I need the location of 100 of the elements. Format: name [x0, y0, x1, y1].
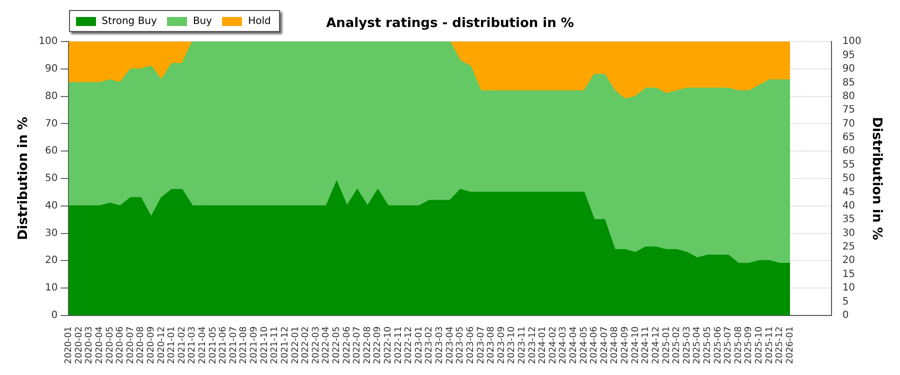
y-tick-label: 80	[44, 90, 58, 102]
y2-tick-label: 50	[842, 173, 856, 184]
x-tick-label: 2023-08	[486, 326, 497, 364]
y-tick-label: 60	[44, 146, 58, 157]
x-tick-label: 2020-08	[136, 326, 146, 364]
y-tick-label: 100	[38, 36, 58, 48]
x-tick-label: 2025-01	[662, 326, 672, 364]
x-tick-label: 2020-01	[64, 326, 74, 364]
y2-tick-label: 90	[842, 64, 856, 75]
x-tick-label: 2021-08	[239, 326, 250, 364]
x-tick-label: 2022-05	[332, 326, 342, 364]
y2-tick-label: 60	[842, 146, 856, 157]
y2-tick-label: 35	[842, 214, 856, 226]
x-tick-label: 2022-04	[322, 326, 332, 364]
y2-tick-label: 80	[842, 90, 856, 102]
y-tick-label: 70	[44, 118, 58, 130]
y2-tick-label: 85	[842, 77, 856, 88]
y2-tick-label: 30	[842, 228, 856, 239]
x-tick-label: 2021-06	[218, 326, 229, 364]
x-tick-label: 2025-12	[775, 326, 786, 364]
legend-label: Strong Buy	[102, 16, 157, 26]
x-tick-label: 2023-10	[507, 326, 518, 364]
x-tick-label: 2025-04	[692, 326, 703, 364]
x-tick-label: 2022-11	[394, 326, 404, 364]
x-tick-label: 2025-03	[682, 326, 692, 364]
x-tick-label: 2024-09	[620, 326, 631, 364]
x-tick-label: 2021-09	[250, 326, 260, 364]
x-tick-label: 2025-08	[734, 326, 744, 364]
y2-tick-label: 45	[842, 186, 856, 198]
y2-tick-label: 25	[842, 242, 856, 253]
y-tick-label: 10	[44, 282, 58, 294]
y-tick-label: 40	[44, 200, 58, 212]
x-tick-label: 2024-04	[569, 326, 580, 364]
x-tick-label: 2023-02	[424, 326, 435, 364]
x-tick-label: 2022-01	[290, 326, 301, 364]
x-tick-label: 2020-12	[156, 326, 167, 364]
x-tick-label: 2021-02	[177, 326, 188, 364]
x-tick-label: 2025-02	[672, 326, 682, 364]
x-tick-label: 2020-09	[146, 326, 156, 364]
x-tick-label: 2024-10	[630, 326, 641, 364]
x-tick-label: 2024-01	[538, 326, 548, 364]
y2-tick-label: 10	[842, 282, 856, 294]
x-tick-label: 2025-07	[724, 326, 734, 364]
x-tick-label: 2024-06	[590, 326, 600, 364]
y2-tick-label: 65	[842, 132, 856, 144]
y2-tick-label: 75	[842, 104, 856, 116]
x-tick-label: 2024-03	[558, 326, 569, 364]
y2-tick-label: 95	[842, 50, 856, 61]
x-tick-label: 2022-02	[301, 326, 312, 364]
y2-tick-label: 70	[842, 118, 856, 130]
x-tick-label: 2021-03	[188, 326, 198, 364]
x-tick-label: 2021-01	[167, 326, 178, 364]
x-tick-label: 2023-09	[496, 326, 507, 364]
y2-tick-label: 40	[842, 200, 856, 212]
legend-label: Hold	[248, 16, 271, 26]
y2-tick-label: 100	[842, 36, 862, 48]
x-tick-label: 2025-11	[764, 326, 775, 364]
x-tick-label: 2021-11	[270, 326, 280, 364]
x-tick-label: 2022-06	[342, 326, 352, 364]
x-tick-label: 2020-05	[105, 326, 116, 364]
legend-label: Buy	[192, 16, 212, 26]
chart-title: Analyst ratings - distribution in %	[326, 16, 574, 32]
x-tick-label: 2021-05	[208, 326, 218, 364]
x-tick-label: 2021-07	[228, 326, 239, 364]
x-tick-label: 2020-06	[116, 326, 126, 364]
x-tick-label: 2021-04	[198, 326, 208, 364]
x-tick-label: 2024-08	[610, 326, 620, 364]
x-tick-label: 2023-05	[456, 326, 466, 364]
y2-tick-label: 55	[842, 159, 856, 170]
x-tick-label: 2023-06	[466, 326, 476, 364]
x-tick-label: 2023-01	[414, 326, 424, 364]
x-tick-label: 2024-12	[651, 326, 662, 364]
x-tick-label: 2020-04	[94, 326, 105, 364]
x-tick-label: 2024-02	[548, 326, 558, 364]
x-tick-label: 2022-07	[352, 326, 363, 364]
y2-tick-label: 20	[842, 255, 856, 266]
y2-axis-title: Distribution in %	[868, 116, 884, 240]
x-tick-label: 2022-03	[311, 326, 322, 364]
y-tick-label: 90	[44, 64, 58, 75]
y-tick-label: 0	[51, 310, 58, 321]
x-tick-label: 2026-01	[785, 326, 796, 364]
x-tick-label: 2020-02	[74, 326, 84, 364]
x-tick-label: 2023-12	[528, 326, 538, 364]
y-tick-label: 30	[44, 228, 58, 239]
x-tick-label: 2022-10	[384, 326, 394, 364]
x-tick-label: 2021-10	[260, 326, 270, 364]
x-tick-label: 2024-11	[641, 326, 652, 364]
y-axis-title: Distribution in %	[16, 116, 32, 240]
y2-tick-label: 5	[842, 296, 849, 308]
y-tick-label: 50	[44, 173, 58, 184]
x-tick-label: 2025-05	[702, 326, 713, 364]
x-tick-label: 2023-11	[517, 326, 528, 364]
x-tick-label: 2023-03	[435, 326, 446, 364]
x-tick-label: 2020-07	[126, 326, 136, 364]
x-tick-label: 2024-07	[600, 326, 610, 364]
x-tick-label: 2023-07	[476, 326, 486, 364]
y2-tick-label: 0	[842, 310, 849, 321]
x-tick-label: 2024-05	[579, 326, 590, 364]
x-tick-label: 2022-08	[362, 326, 373, 364]
x-tick-label: 2022-09	[373, 326, 384, 364]
